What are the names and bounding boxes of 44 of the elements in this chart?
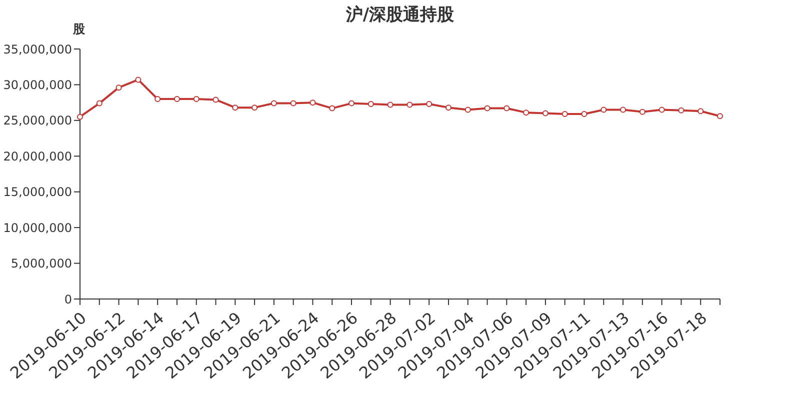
point <box>600 106 607 113</box>
y-tick-label: 5,000,000 <box>10 256 72 271</box>
point <box>232 104 238 111</box>
point <box>639 108 646 115</box>
point <box>542 110 548 116</box>
point <box>96 100 102 106</box>
point <box>523 110 530 116</box>
point <box>135 76 142 83</box>
point <box>562 111 568 117</box>
point <box>504 105 510 112</box>
point <box>77 114 83 120</box>
y-tick-label: 0 <box>64 292 72 306</box>
point <box>290 100 296 106</box>
chart-title: 沪/深股通持股 <box>346 5 454 25</box>
y-tick-label: 10,000,000 <box>3 220 72 235</box>
point <box>406 102 413 108</box>
point <box>484 105 490 112</box>
point <box>698 108 704 114</box>
y-tick-label: 30,000,000 <box>3 78 72 92</box>
point <box>717 113 723 120</box>
point <box>154 96 161 102</box>
point <box>445 104 452 111</box>
point <box>348 100 355 106</box>
y-tick-label: 20,000,000 <box>3 149 72 164</box>
y-tick-label: 15,000,000 <box>3 185 72 200</box>
point <box>174 96 180 102</box>
point <box>252 104 258 111</box>
y-axis-title: 股 <box>73 21 85 38</box>
point <box>426 101 432 107</box>
point <box>368 101 374 107</box>
point <box>270 100 277 106</box>
y-tick-label: 25,000,000 <box>3 114 72 128</box>
point <box>464 106 471 113</box>
point <box>212 96 219 103</box>
point <box>310 100 316 106</box>
point <box>329 105 336 112</box>
point <box>678 107 684 114</box>
point <box>193 96 200 102</box>
point <box>620 106 626 113</box>
point <box>116 84 122 91</box>
point <box>387 102 394 108</box>
point <box>581 111 588 117</box>
point <box>658 106 665 113</box>
y-tick-label: 35,000,000 <box>3 42 72 56</box>
